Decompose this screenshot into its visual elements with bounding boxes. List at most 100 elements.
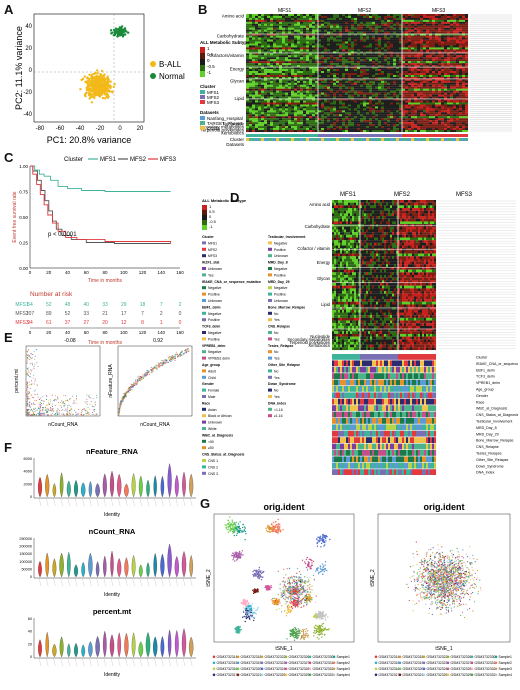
heatmap-b-pathway-label: Amino acid	[222, 14, 245, 19]
heatmap-d-annotation-label: Testicular_involvement	[476, 420, 512, 424]
km-pvalue: p < 0.0001	[48, 232, 77, 238]
heatmap-d-pathway-label: Nucleotide	[310, 334, 330, 339]
tsne-legend-item: GSM3732321	[403, 673, 424, 677]
tsne-legend-item: GSM3732326	[289, 655, 310, 659]
violin-shape	[174, 556, 179, 578]
pca-xtick: 0	[118, 126, 122, 132]
violin-shape	[189, 473, 194, 498]
heatmap-d-pathway-label: Terpenoid polyketides	[289, 340, 330, 345]
km-risk-value: 0	[179, 311, 182, 317]
pca-point-normal	[116, 28, 119, 31]
pca-point-b-all	[93, 83, 97, 86]
violin-shape	[131, 473, 136, 498]
violin-ytick: 20	[28, 642, 32, 646]
km-risk-xtick: 60	[84, 330, 90, 335]
tsne-legend-item: GSM3732332	[313, 667, 334, 671]
heatmap-d-legend-item: White	[208, 427, 217, 431]
violin-shape	[110, 550, 114, 578]
violin-shape	[182, 471, 186, 498]
heatmap-d-legend-item: Female	[208, 389, 219, 393]
heatmap-d-annotation-label: Cluster	[476, 356, 488, 360]
pca-point-b-all	[91, 77, 95, 80]
heatmap-d-annotation-label: CNS_Relapse	[476, 445, 499, 449]
heatmap-d-pathway-label: Glycan	[317, 276, 331, 281]
pca-point-normal	[113, 32, 117, 35]
tsne-legend-item: GSM3732325	[265, 673, 286, 677]
pca-point-b-all	[111, 91, 114, 94]
heatmap-d-legend-item: Positive	[208, 318, 220, 322]
violin-ytick: 50000	[21, 567, 32, 571]
violin-shape	[95, 636, 100, 658]
pca-legend: B-ALL Normal	[150, 60, 185, 81]
violin-shape	[103, 555, 107, 578]
violin-ytick: 2000	[24, 482, 32, 486]
pca-xtick: -20	[96, 126, 105, 132]
heatmap-d-legend-item: CNS 3	[208, 472, 218, 476]
violin-shape	[153, 636, 158, 658]
heatmap-d-legend-item: <1.16	[274, 408, 283, 412]
km-risk-xtick: 160	[176, 330, 184, 335]
tsne-legend-item: Sample1	[499, 655, 512, 659]
km-risk-title: Number at risk	[30, 291, 73, 298]
pca-point-b-all	[106, 75, 110, 78]
heatmap-d-legend-item: Asian	[208, 408, 217, 412]
heatmap-d-legend-item: Testicular_involvement	[268, 235, 306, 239]
km-ytick: 1.00	[19, 164, 28, 169]
km-risk-value: 37	[65, 320, 71, 326]
heatmap-d-legend-item: Yes	[208, 273, 214, 277]
km-risk-value: 2	[179, 302, 182, 308]
heatmap-d-annotation-label: MRD_Day_29	[476, 432, 499, 436]
heatmap-d-legend-item: Positive	[274, 273, 286, 277]
heatmap-d-legend-item: Unknown	[274, 254, 288, 258]
tsne-legend-item: GSM3732333	[475, 673, 496, 677]
pca-point-b-all	[107, 78, 110, 81]
heatmap-d-legend-item: Unknown	[208, 299, 222, 303]
km-risk-value: 18	[140, 302, 146, 308]
heatmap-d-annotation-label: Age_group	[476, 388, 494, 392]
pca-point-b-all	[97, 79, 101, 83]
km-risk-xlabel: Time in months	[88, 340, 122, 346]
violin-shape	[74, 564, 78, 578]
violin-shape	[109, 470, 115, 498]
violin-shape	[74, 643, 78, 658]
pca-point-normal	[123, 33, 126, 36]
violin-shape	[146, 562, 150, 578]
violin-ytick: 200000	[19, 545, 32, 549]
pca-points	[79, 25, 130, 104]
tsne-legend-item: GSM3732326	[451, 655, 472, 659]
violin-shape	[95, 561, 100, 578]
heatmap-d-annotation-label: EBF1_delm	[476, 368, 495, 372]
pca-point-normal	[110, 32, 113, 35]
heatmap-d-legend-item: Age_group	[202, 363, 220, 367]
pca-point-b-all	[107, 89, 111, 93]
heatmap-b-pathway-label: Nucleotide	[223, 122, 245, 127]
heatmap-d-legend-item: MRD_Day_8	[268, 261, 288, 265]
heatmap-d-annotation-label: Down_Syndrome	[476, 464, 504, 468]
heatmap-d-legend-item: Negative	[274, 286, 287, 290]
heatmap-d-annotations	[332, 354, 437, 475]
heatmap-d-legend-item: No	[274, 331, 278, 335]
heatmap-d-legend-item: VPREB1 delm	[208, 357, 230, 361]
heatmap-b-pathway-label: Glycan	[230, 78, 245, 83]
pca-point-b-all	[84, 95, 87, 98]
pca-ylabel: PC2: 11.1% variance	[14, 26, 24, 110]
pca-point-b-all	[90, 73, 94, 76]
pca-point-b-all	[95, 84, 99, 87]
tsne-legend-item: GSM3732331	[313, 661, 334, 665]
panel-label-b: B	[198, 2, 208, 17]
tsne-legend-item: GSM3732319	[241, 661, 262, 665]
violin-shape	[81, 562, 85, 578]
violin-ytick: 0	[30, 655, 32, 659]
tsne-legend-item: GSM3732330	[313, 655, 334, 659]
pca-xtick: -40	[76, 126, 85, 132]
tsne-legend-item: GSM3732316	[217, 667, 238, 671]
km-ytick: 0.00	[19, 266, 28, 271]
tsne-legend-item: GSM3732320	[241, 667, 262, 671]
violin-shape	[117, 558, 122, 578]
heatmap-b-pathway-label: Lipid	[234, 96, 244, 101]
violin-shape	[174, 630, 179, 658]
violin-shape	[124, 632, 129, 658]
violin-shape	[45, 552, 49, 578]
pca-point-b-all	[96, 69, 99, 72]
violin-shape	[38, 476, 42, 498]
